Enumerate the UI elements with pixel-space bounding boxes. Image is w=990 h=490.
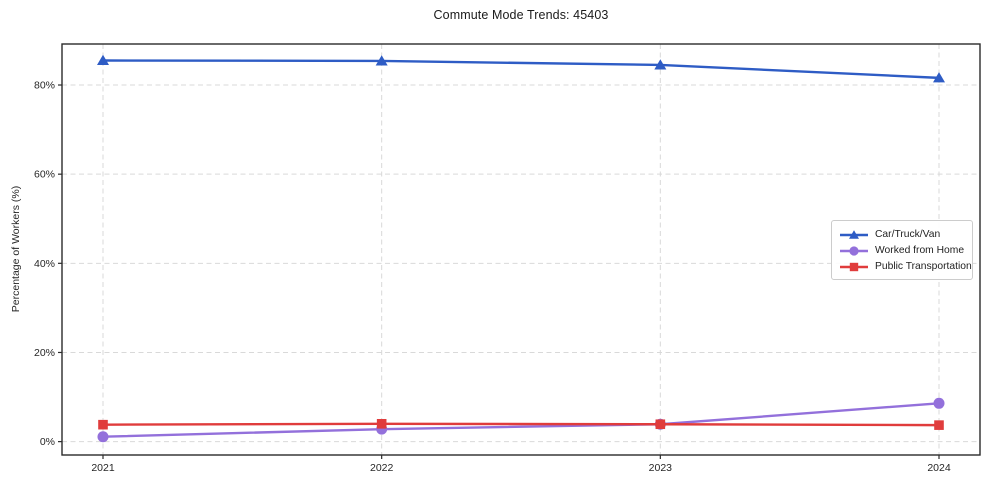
series-line-worked-from-home	[101, 402, 941, 438]
legend-item: Worked from Home	[839, 242, 964, 258]
legend-label: Public Transportation	[875, 260, 972, 272]
chart-title: Commute Mode Trends: 45403	[433, 8, 609, 22]
square-marker	[98, 419, 108, 430]
triangle-marker	[97, 54, 109, 65]
square-legend-marker-icon	[839, 260, 869, 272]
square-marker	[655, 419, 666, 430]
series-line-car-truck-van	[101, 59, 941, 80]
x-tick-label: 2022	[370, 462, 394, 474]
y-tick-label: 60%	[34, 169, 55, 181]
square-marker	[376, 418, 387, 429]
triangle-marker	[654, 59, 667, 70]
legend-item: Car/Truck/Van	[839, 226, 964, 242]
y-tick-label: 20%	[34, 347, 55, 359]
legend-item: Public Transportation	[839, 258, 972, 274]
circle-legend-marker-icon	[839, 244, 869, 256]
legend-label: Worked from Home	[875, 244, 965, 256]
triangle-legend-marker-icon	[839, 228, 869, 240]
y-tick-label: 80%	[34, 80, 55, 92]
x-tick-label: 2023	[649, 462, 673, 474]
circle-marker	[97, 431, 109, 443]
legend: Car/Truck/Van Worked from Home Public Tran…	[831, 220, 973, 280]
series-line-public-transportation	[101, 422, 941, 427]
triangle-marker	[375, 55, 388, 66]
square-marker	[934, 420, 944, 430]
y-tick-label: 40%	[34, 258, 55, 270]
plot-border	[61, 43, 981, 456]
circle-marker	[933, 397, 945, 409]
triangle-marker	[933, 72, 945, 83]
x-tick-label: 2024	[927, 462, 951, 474]
y-tick-label: 0%	[40, 436, 55, 448]
x-tick-label: 2021	[91, 462, 115, 474]
legend-label: Car/Truck/Van	[875, 228, 941, 240]
